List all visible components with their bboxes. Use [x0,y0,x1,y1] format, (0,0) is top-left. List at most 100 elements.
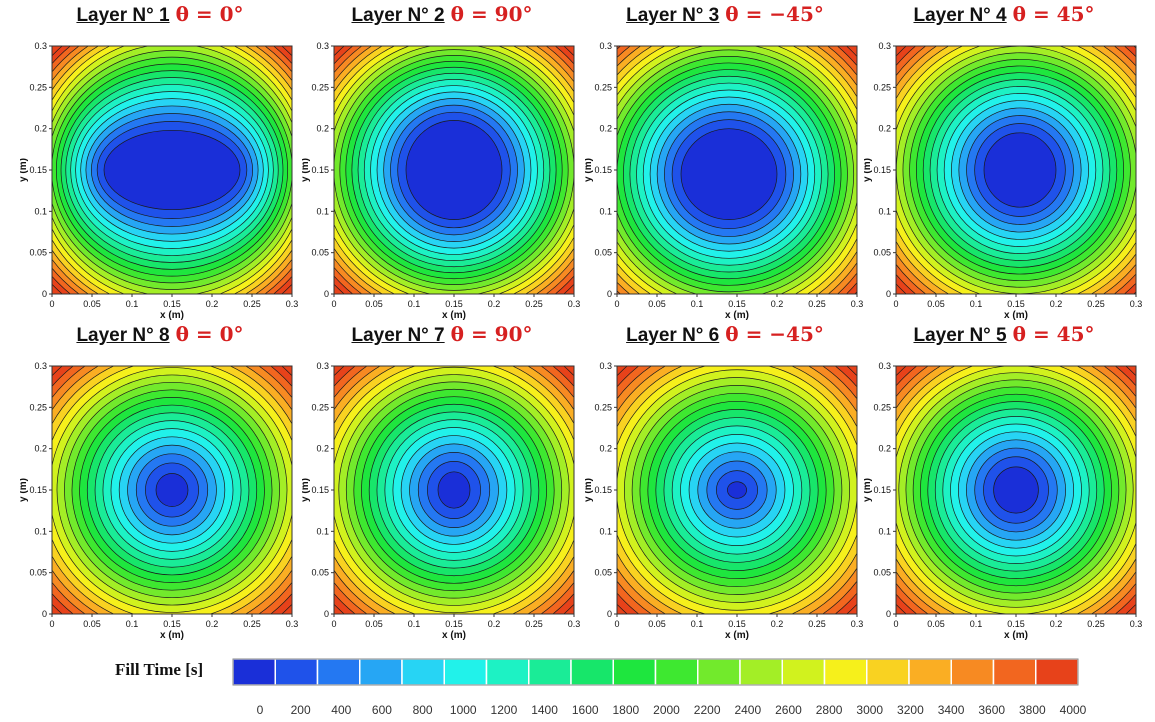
ply-angle-label: θ = 90° [450,322,533,346]
x-tick-label: 0.3 [851,299,864,309]
colorbar-tick-label: 2200 [694,703,721,717]
x-tick-label: 0.2 [1050,619,1063,629]
layer-label: Layer N° 3 [626,5,720,26]
y-tick-label: 0.3 [599,41,612,51]
colorbar-swatch [697,658,741,686]
colorbar-frame [232,658,1079,686]
layer-label: Layer N° 4 [913,5,1007,26]
x-axis-label: x (m) [160,630,184,641]
x-axis-label: x (m) [725,310,749,321]
y-tick-label: 0.3 [316,361,329,371]
y-tick-label: 0.1 [878,206,891,216]
colorbar-tick-label: 3400 [938,703,965,717]
y-tick-label: 0.15 [873,165,891,175]
x-tick-label: 0.3 [568,299,581,309]
contour-fill-group [334,366,574,614]
x-axis-label: x (m) [442,310,466,321]
x-tick-label: 0.1 [691,299,704,309]
colorbar-tick-label: 1800 [612,703,639,717]
colorbar-swatch [570,658,614,686]
x-tick-label: 0.1 [691,619,704,629]
x-axis-label: x (m) [1004,310,1028,321]
x-tick-label: 0 [614,619,619,629]
contour-plot: 0 0.05 0.1 0.15 0.2 0.25 0.3 0 0.05 0.1 0.15 0.2 0.2… [302,41,581,321]
x-tick-label: 0.1 [408,619,421,629]
x-tick-label: 0.25 [808,619,826,629]
ply-angle-label: θ = 90° [450,2,533,26]
y-tick-label: 0.25 [29,402,47,412]
x-tick-label: 0.2 [771,299,784,309]
x-tick-label: 0 [614,299,619,309]
x-tick-label: 0.15 [1007,619,1025,629]
contour-band [155,473,189,507]
contour-band [680,128,778,220]
y-tick-label: 0.3 [599,361,612,371]
x-tick-label: 0.05 [83,619,101,629]
y-tick-label: 0 [324,609,329,619]
colorbar-swatch [739,658,783,686]
x-axis-label: x (m) [1004,630,1028,641]
colorbar-tick-label: 3800 [1019,703,1046,717]
y-tick-label: 0.15 [311,485,329,495]
x-tick-label: 0.15 [1007,299,1025,309]
y-tick-label: 0.3 [34,361,47,371]
y-tick-label: 0.25 [311,402,329,412]
y-tick-label: 0.25 [594,402,612,412]
colorbar-tick-label: 2600 [775,703,802,717]
x-tick-label: 0 [49,619,54,629]
x-tick-label: 0.15 [445,619,463,629]
colorbar-swatch [823,658,868,686]
x-tick-label: 0.05 [927,619,945,629]
y-tick-label: 0.3 [878,361,891,371]
colorbar-swatch [781,658,826,686]
y-tick-label: 0.05 [594,568,612,578]
y-tick-label: 0.25 [594,82,612,92]
x-tick-label: 0.05 [365,619,383,629]
y-tick-label: 0.2 [599,444,612,454]
contour-fill-group [617,366,857,614]
layer-label: Layer N° 7 [351,325,445,346]
y-axis-label: y (m) [20,158,29,182]
y-axis-label: y (m) [585,478,594,502]
colorbar-tick-label: 600 [372,703,392,717]
contour-fill-group [334,46,574,294]
colorbar-tick-label: 3600 [978,703,1005,717]
colorbar-swatch [950,658,995,686]
colorbar-tick-label: 800 [413,703,433,717]
y-axis-label: y (m) [20,478,29,502]
colorbar-tick-label: 400 [331,703,351,717]
y-tick-label: 0.05 [311,248,329,258]
x-tick-label: 0.05 [648,619,666,629]
y-tick-label: 0 [607,609,612,619]
ply-angle-label: θ = 0° [175,322,244,346]
colorbar-tick-label: 1200 [491,703,518,717]
x-tick-label: 0.3 [1130,299,1143,309]
y-tick-label: 0.2 [599,124,612,134]
layer-label: Layer N° 1 [76,5,170,26]
layer-label: Layer N° 5 [913,325,1007,346]
contour-band [437,471,471,509]
x-tick-label: 0.2 [771,619,784,629]
x-tick-label: 0.2 [206,299,219,309]
contour-plot: 0 0.05 0.1 0.15 0.2 0.25 0.3 0 0.05 0.1 0.15 0.2 0.2… [20,41,298,321]
y-tick-label: 0.1 [34,206,47,216]
y-tick-label: 0.05 [311,568,329,578]
y-tick-label: 0.15 [594,485,612,495]
x-tick-label: 0.2 [206,619,219,629]
x-axis-label: x (m) [725,630,749,641]
y-tick-label: 0.3 [316,41,329,51]
contour-band [727,481,747,499]
colorbar-tick-label: 1400 [531,703,558,717]
ply-angle-label: θ = 0° [175,2,244,26]
contour-plot: 0 0.05 0.1 0.15 0.2 0.25 0.3 0 0.05 0.1 0.15 0.2 0.2… [864,361,1142,641]
y-tick-label: 0.05 [29,248,47,258]
x-tick-label: 0.1 [970,299,983,309]
contour-band [405,120,503,220]
contour-fill-group [52,366,292,614]
